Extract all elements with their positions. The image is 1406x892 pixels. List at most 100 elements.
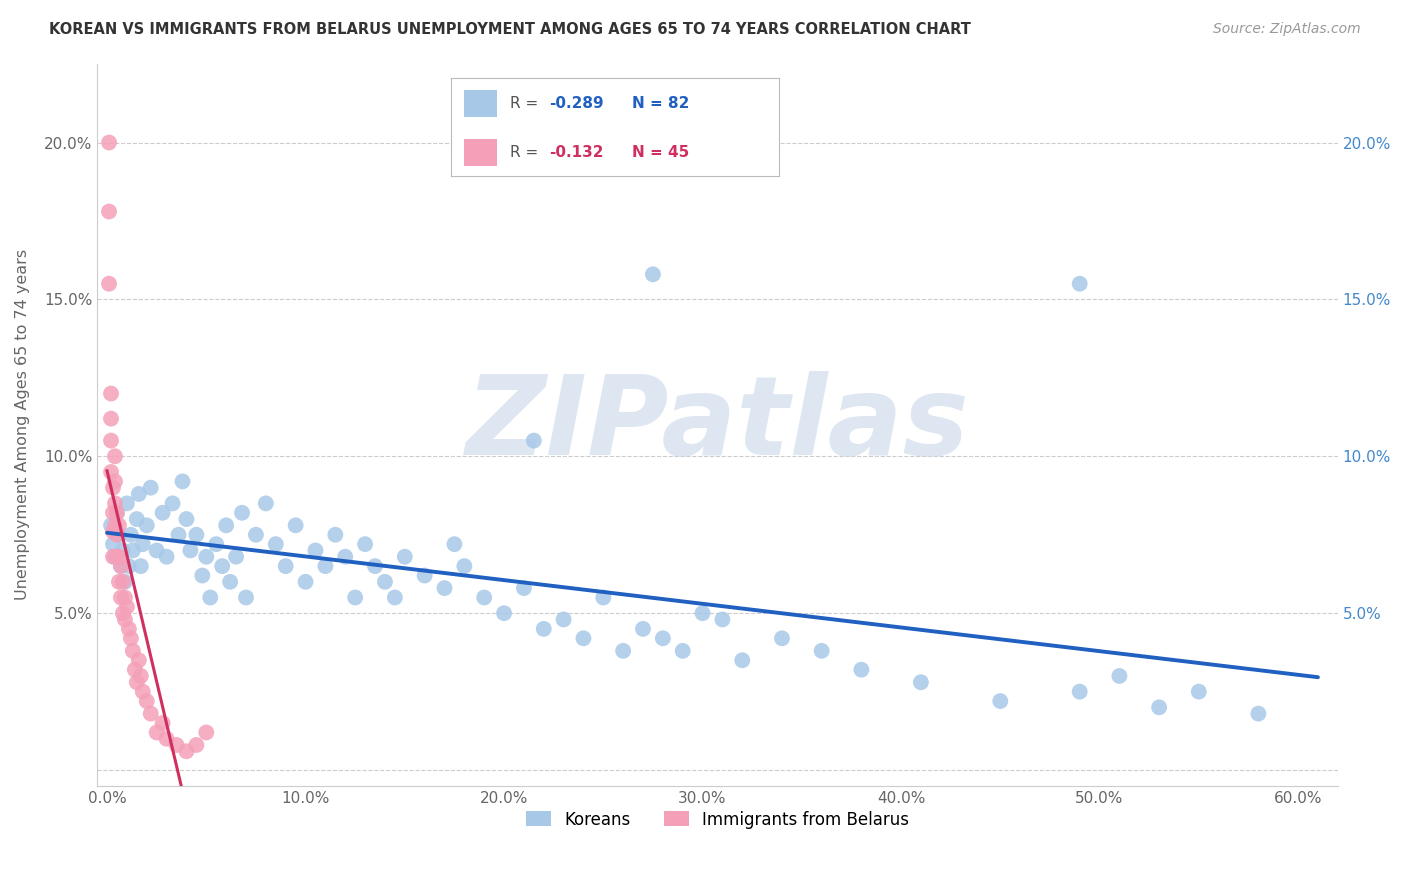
Point	[139, 481, 162, 495]
Point	[264, 537, 287, 551]
Point	[1188, 684, 1211, 698]
Point	[101, 481, 124, 495]
Point	[118, 622, 141, 636]
Point	[121, 543, 143, 558]
Point	[523, 434, 546, 448]
Point	[323, 527, 346, 541]
Point	[384, 591, 406, 605]
Point	[132, 537, 155, 551]
Point	[114, 591, 136, 605]
Point	[145, 725, 167, 739]
Point	[101, 524, 124, 539]
Point	[110, 559, 132, 574]
Point	[592, 591, 614, 605]
Point	[108, 549, 131, 564]
Point	[172, 475, 194, 489]
Point	[104, 549, 127, 564]
Point	[139, 706, 162, 721]
Point	[1069, 684, 1091, 698]
Point	[110, 559, 132, 574]
Point	[100, 386, 122, 401]
Point	[1247, 706, 1270, 721]
Point	[1147, 700, 1170, 714]
Point	[453, 559, 475, 574]
Point	[108, 527, 131, 541]
Text: KOREAN VS IMMIGRANTS FROM BELARUS UNEMPLOYMENT AMONG AGES 65 TO 74 YEARS CORRELA: KOREAN VS IMMIGRANTS FROM BELARUS UNEMPL…	[49, 22, 972, 37]
Legend: Koreans, Immigrants from Belarus: Koreans, Immigrants from Belarus	[519, 804, 915, 835]
Point	[354, 537, 377, 551]
Point	[108, 518, 131, 533]
Point	[111, 543, 134, 558]
Point	[186, 738, 208, 752]
Point	[118, 559, 141, 574]
Point	[145, 543, 167, 558]
Point	[641, 268, 664, 282]
Point	[770, 632, 793, 646]
Point	[110, 591, 132, 605]
Point	[225, 549, 247, 564]
Point	[284, 518, 307, 533]
Point	[692, 606, 714, 620]
Point	[631, 622, 654, 636]
Point	[413, 568, 436, 582]
Point	[104, 475, 127, 489]
Point	[100, 465, 122, 479]
Point	[572, 632, 595, 646]
Point	[129, 669, 152, 683]
Point	[851, 663, 873, 677]
Point	[810, 644, 832, 658]
Point	[98, 136, 121, 150]
Point	[186, 527, 208, 541]
Point	[1069, 277, 1091, 291]
Point	[124, 663, 146, 677]
Point	[108, 574, 131, 589]
Point	[304, 543, 326, 558]
Point	[111, 574, 134, 589]
Point	[101, 506, 124, 520]
Point	[294, 574, 316, 589]
Point	[121, 644, 143, 658]
Point	[513, 581, 536, 595]
Point	[200, 591, 222, 605]
Point	[612, 644, 634, 658]
Point	[105, 527, 128, 541]
Point	[335, 549, 357, 564]
Point	[533, 622, 555, 636]
Point	[155, 731, 177, 746]
Point	[120, 632, 142, 646]
Text: Source: ZipAtlas.com: Source: ZipAtlas.com	[1213, 22, 1361, 37]
Point	[651, 632, 673, 646]
Point	[711, 612, 734, 626]
Point	[195, 549, 218, 564]
Point	[231, 506, 253, 520]
Point	[101, 537, 124, 551]
Point	[176, 744, 198, 758]
Point	[162, 496, 184, 510]
Point	[101, 549, 124, 564]
Point	[135, 694, 157, 708]
Point	[111, 606, 134, 620]
Point	[132, 684, 155, 698]
Point	[205, 537, 228, 551]
Point	[364, 559, 387, 574]
Point	[128, 487, 150, 501]
Point	[104, 518, 127, 533]
Point	[135, 518, 157, 533]
Point	[125, 675, 148, 690]
Point	[394, 549, 416, 564]
Y-axis label: Unemployment Among Ages 65 to 74 years: Unemployment Among Ages 65 to 74 years	[15, 250, 30, 600]
Point	[114, 574, 136, 589]
Point	[155, 549, 177, 564]
Point	[115, 496, 138, 510]
Point	[1108, 669, 1130, 683]
Point	[125, 512, 148, 526]
Point	[105, 549, 128, 564]
Point	[433, 581, 456, 595]
Point	[211, 559, 233, 574]
Point	[443, 537, 465, 551]
Point	[105, 506, 128, 520]
Point	[219, 574, 242, 589]
Point	[235, 591, 257, 605]
Point	[314, 559, 336, 574]
Point	[472, 591, 495, 605]
